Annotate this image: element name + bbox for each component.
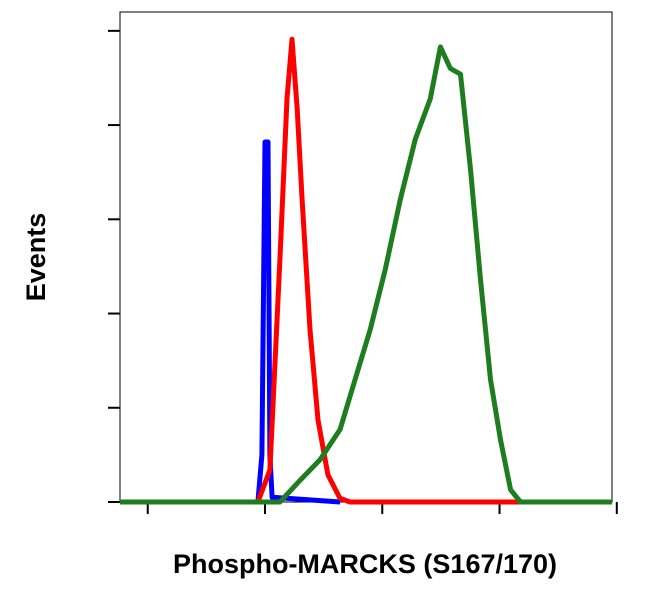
series-line <box>120 36 612 505</box>
x-axis-label: Phospho-MARCKS (S167/170) <box>173 549 557 579</box>
plot-frame <box>119 11 613 503</box>
series-line <box>120 44 612 505</box>
y-axis-label: Events <box>21 213 51 302</box>
